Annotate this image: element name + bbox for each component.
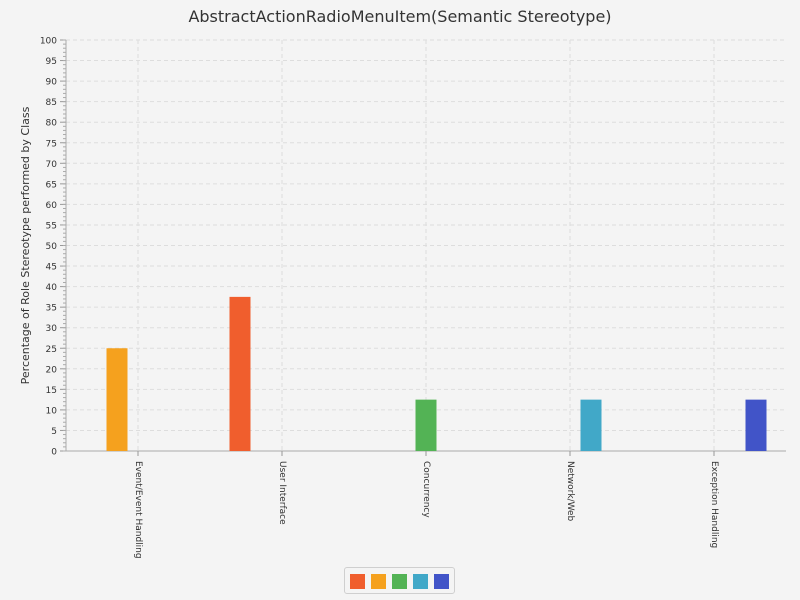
chart-title: AbstractActionRadioMenuItem(Semantic Ste… xyxy=(188,7,612,26)
y-tick-label: 45 xyxy=(46,263,57,273)
bar xyxy=(580,399,602,451)
y-tick-label: 10 xyxy=(46,406,58,416)
y-tick-label: 50 xyxy=(46,242,58,252)
bar xyxy=(745,399,767,451)
y-tick-label: 40 xyxy=(46,283,58,293)
legend-swatch xyxy=(350,574,365,589)
y-tick-label: 5 xyxy=(51,427,57,437)
y-tick-label: 0 xyxy=(51,448,57,458)
y-tick-label: 100 xyxy=(40,37,57,47)
y-tick-label: 70 xyxy=(46,160,58,170)
y-axis-label: Percentage of Role Stereotype performed … xyxy=(19,106,32,384)
legend-swatch xyxy=(434,574,449,589)
y-tick-label: 85 xyxy=(46,98,57,108)
y-tick-label: 30 xyxy=(46,324,58,334)
bar xyxy=(106,348,128,451)
x-tick-label: Exception Handling xyxy=(709,461,719,548)
x-tick-label: Concurrency xyxy=(421,461,431,518)
legend-swatch xyxy=(413,574,428,589)
y-tick-label: 55 xyxy=(46,221,57,231)
y-tick-label: 35 xyxy=(46,304,57,314)
legend xyxy=(344,567,455,594)
y-tick-label: 65 xyxy=(46,180,57,190)
y-tick-label: 90 xyxy=(46,78,58,88)
y-tick-label: 75 xyxy=(46,139,57,149)
x-tick-label: User Interface xyxy=(277,461,287,525)
x-tick-label: Event/Event Handling xyxy=(133,461,143,559)
y-tick-label: 60 xyxy=(46,201,58,211)
y-tick-label: 15 xyxy=(46,386,57,396)
x-tick-label: Network/Web xyxy=(565,461,575,522)
bar xyxy=(415,399,437,451)
legend-swatch xyxy=(371,574,386,589)
y-tick-label: 20 xyxy=(46,365,58,375)
y-tick-label: 25 xyxy=(46,345,57,355)
y-tick-label: 80 xyxy=(46,119,58,129)
y-tick-label: 95 xyxy=(46,57,57,67)
bar xyxy=(229,296,251,451)
legend-swatch xyxy=(392,574,407,589)
